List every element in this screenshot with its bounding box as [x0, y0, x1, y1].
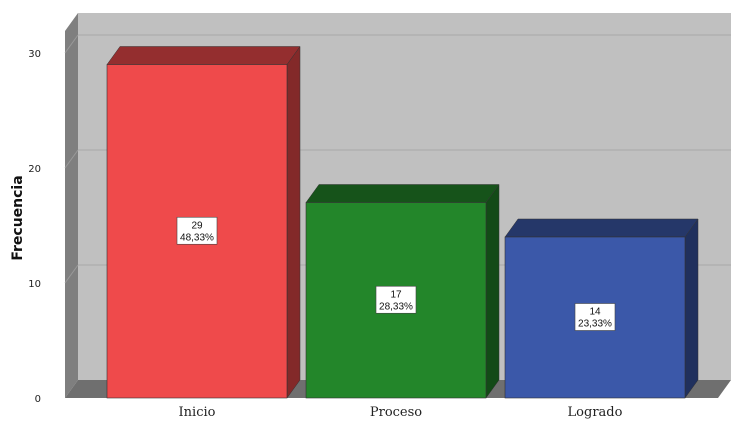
bar-side: [486, 185, 499, 399]
bar-side: [685, 219, 698, 398]
data-label-percent: 48,33%: [180, 232, 214, 243]
data-label-count: 29: [191, 220, 203, 231]
side-wall: [65, 13, 78, 398]
bar-side: [287, 47, 300, 399]
x-tick-label: Inicio: [179, 405, 216, 420]
y-axis-label: Frecuencia: [10, 175, 26, 260]
data-label-count: 14: [589, 307, 601, 318]
y-tick-label: 20: [28, 164, 41, 175]
x-tick-label: Proceso: [370, 405, 422, 420]
bar-top: [505, 219, 698, 237]
data-label-percent: 28,33%: [379, 301, 413, 312]
y-axis-ticks: 0 10 20 30: [28, 49, 41, 405]
data-label-percent: 23,33%: [578, 319, 612, 330]
data-label-count: 17: [390, 289, 402, 300]
x-tick-label: Logrado: [568, 405, 623, 420]
x-axis-categories: Inicio Proceso Logrado: [179, 405, 623, 420]
bar-top: [107, 47, 300, 65]
y-tick-label: 0: [35, 394, 41, 405]
y-tick-label: 30: [28, 49, 41, 60]
y-tick-label: 10: [28, 279, 41, 290]
bar-top: [306, 185, 499, 203]
